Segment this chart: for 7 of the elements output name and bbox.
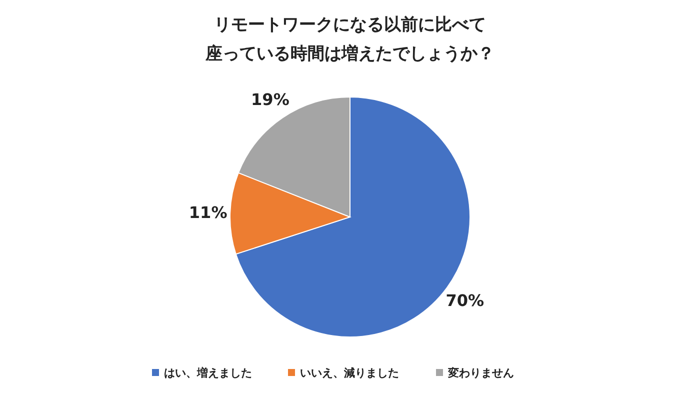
legend-label: 変わりません [447,366,514,380]
data-label: 11% [188,203,228,222]
legend-label: はい、増えました [164,366,252,380]
legend-label: いいえ、減りました [300,366,399,380]
data-label: 70% [446,290,484,310]
data-label: 19% [251,90,290,110]
chart-title: リモートワークになる以前に比べて座っている時間は増えたでしょうか？ [204,15,494,64]
